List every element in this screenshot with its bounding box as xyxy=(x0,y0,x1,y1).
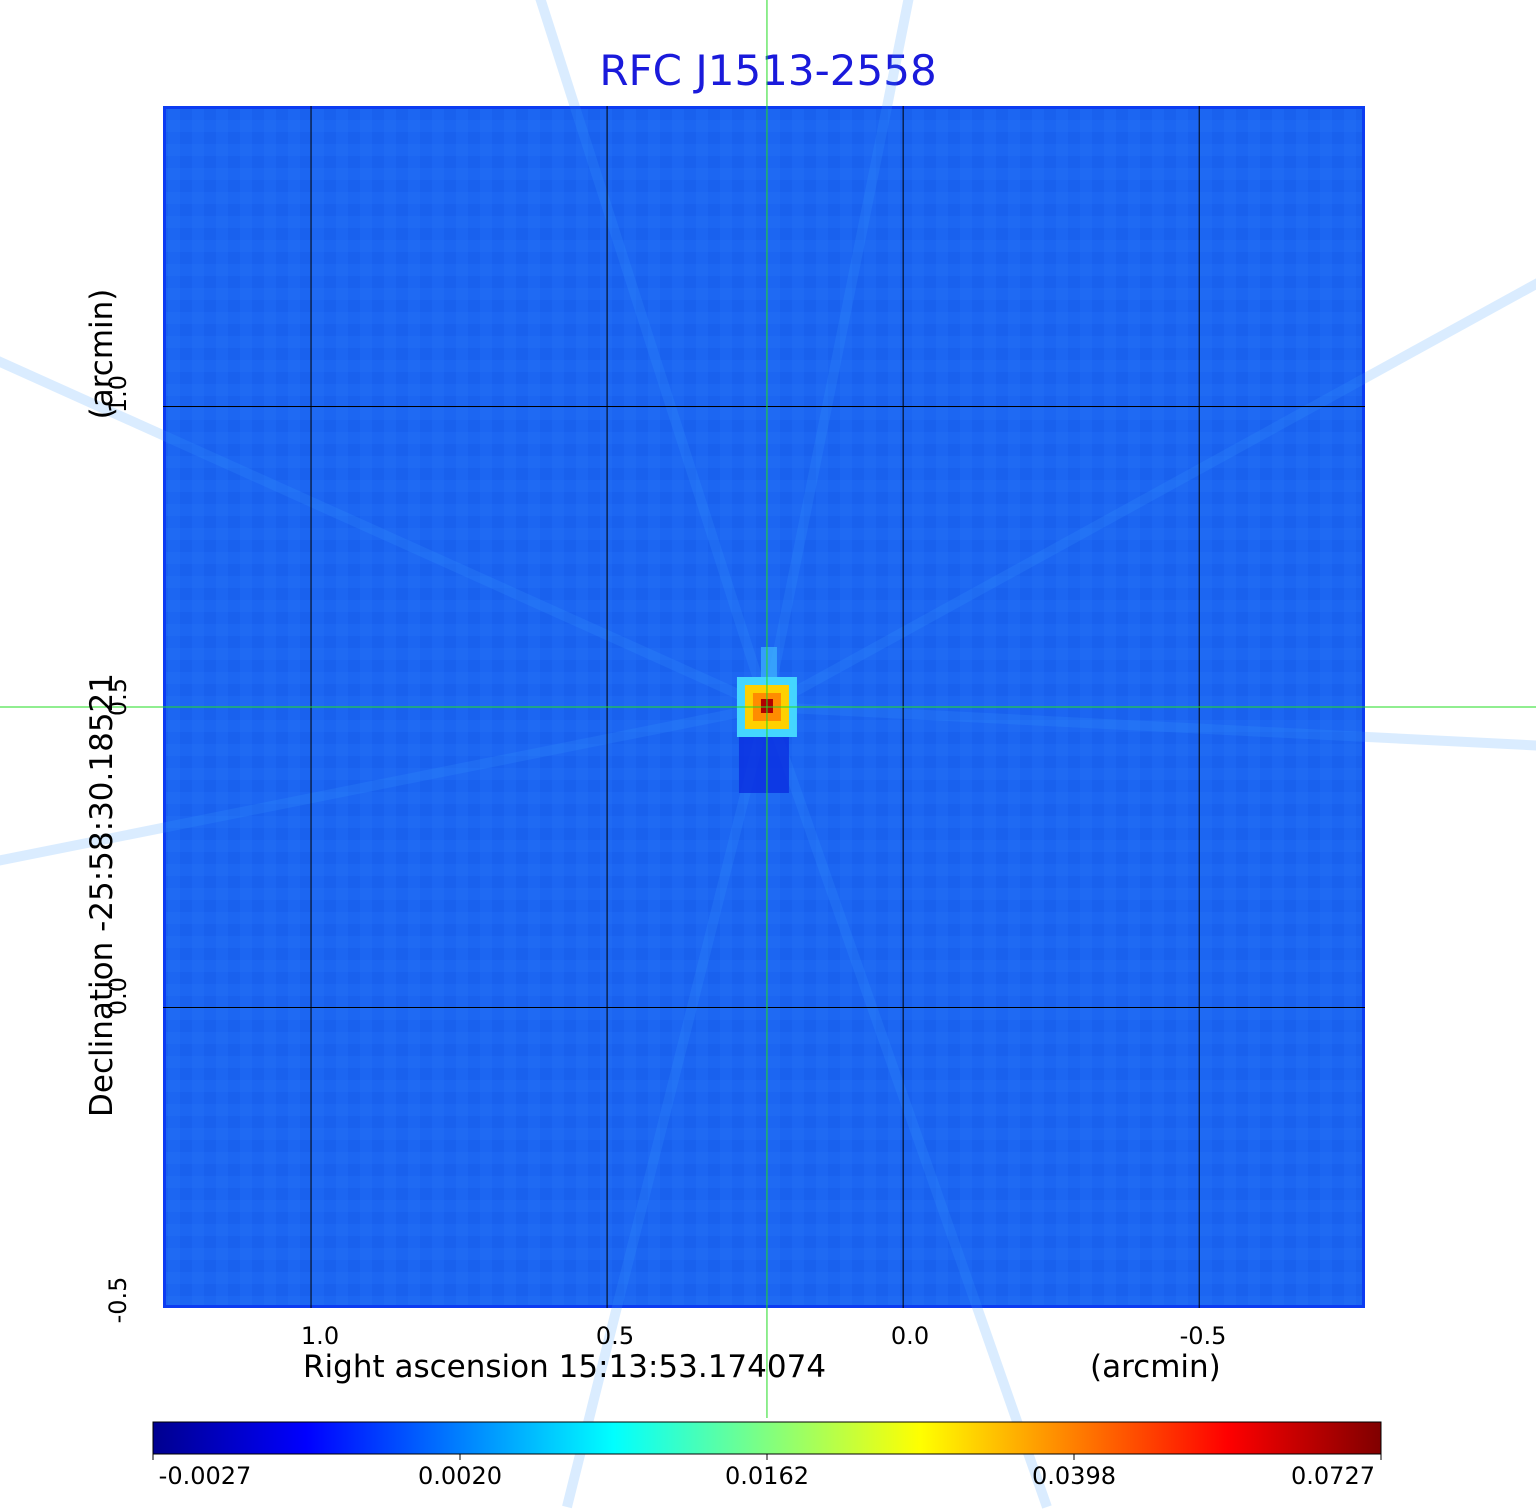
x-tick-label: 0.5 xyxy=(595,1322,635,1350)
colorbar-tick-label: -0.0027 xyxy=(158,1462,252,1490)
y-tick-label: -0.5 xyxy=(104,1276,132,1324)
colorbar-tick-label: 0.0020 xyxy=(418,1462,502,1490)
chart-title: RFC J1513-2558 xyxy=(599,46,937,95)
colorbar-tick-label: 0.0727 xyxy=(1291,1462,1375,1490)
x-tick-label: 0.0 xyxy=(890,1322,930,1350)
sidelobe-streak xyxy=(0,356,770,712)
colorbar-ticks xyxy=(152,1454,1382,1460)
y-axis-label: Declination -25:58:30.18521 xyxy=(84,673,120,1117)
sidelobe-streak xyxy=(764,278,1536,712)
x-axis-unit: (arcmin) xyxy=(1090,1349,1221,1385)
sidelobe-streak xyxy=(766,702,1536,751)
x-tick-label: -0.5 xyxy=(1179,1322,1227,1350)
colorbar-tick-label: 0.0162 xyxy=(725,1462,809,1490)
sidelobe-streak xyxy=(762,0,914,708)
x-tick-label: 1.0 xyxy=(300,1322,340,1350)
colorbar-tick-label: 0.0398 xyxy=(1032,1462,1116,1490)
crosshair xyxy=(0,0,1536,1418)
y-axis-unit: (arcmin) xyxy=(84,288,120,420)
sidelobe-streak xyxy=(562,705,772,1509)
colorbar xyxy=(152,1421,1382,1455)
sidelobe-streak xyxy=(762,705,1052,1509)
sidelobe-streak xyxy=(0,702,768,866)
x-axis-label: Right ascension 15:13:53.174074 xyxy=(303,1349,827,1385)
sidelobe-streak xyxy=(535,0,772,709)
negative-lobe xyxy=(738,731,789,793)
